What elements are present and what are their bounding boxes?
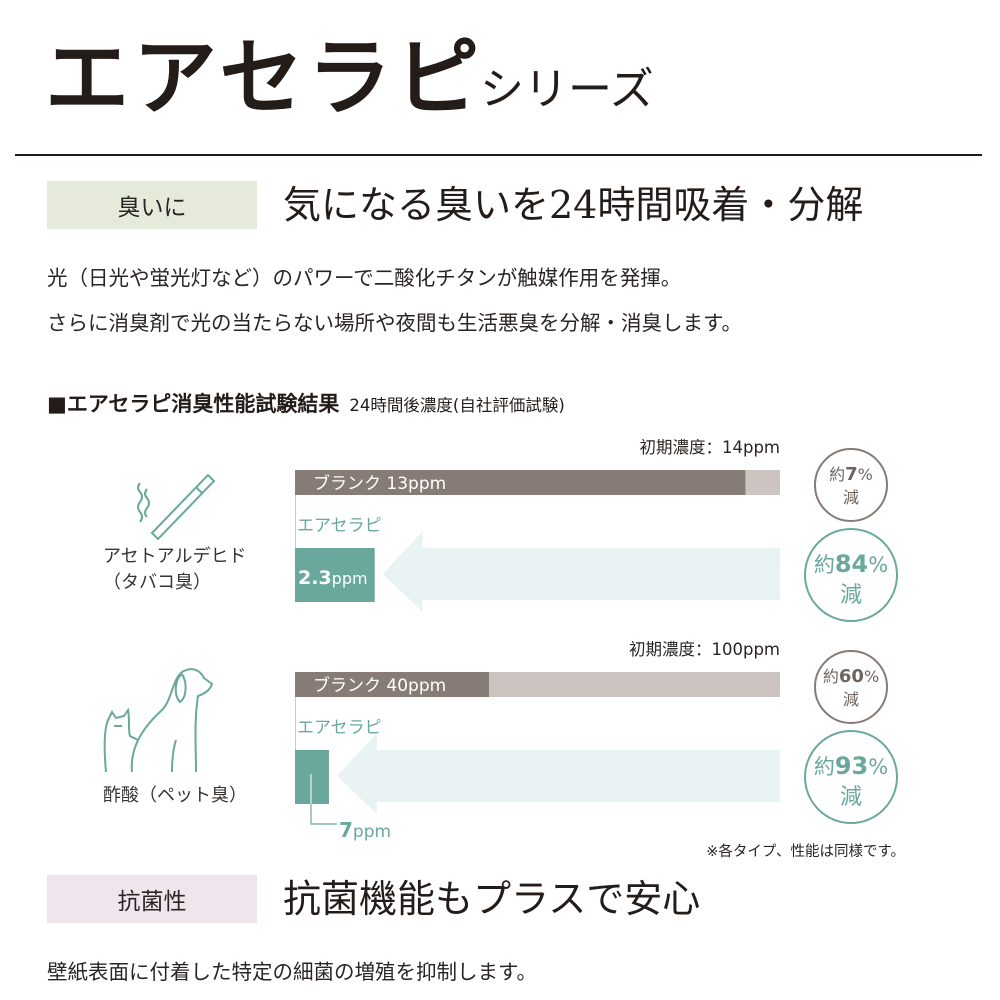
initial-concentration-label: 初期濃度：14ppm bbox=[639, 438, 780, 457]
section-heading-odor: 気になる臭いを24時間吸着・分解 bbox=[283, 183, 864, 227]
category-line: （タバコ臭） bbox=[103, 572, 211, 593]
product-reduction-text: 約93% bbox=[814, 752, 888, 780]
blank-reduction-circle bbox=[814, 448, 888, 522]
blank-reduction-text: 約7% bbox=[829, 464, 873, 485]
blank-bar-label-part: ブランク 13ppm bbox=[313, 473, 446, 494]
section-tag-odor: 臭いに bbox=[47, 181, 257, 229]
description-line: 壁紙表面に付着した特定の細菌の増殖を抑制します。 bbox=[47, 960, 537, 984]
product-label-part: エアセラピ bbox=[297, 718, 382, 738]
product-value-label-part: 7 bbox=[339, 818, 353, 842]
blank-reduction-text: 約60% bbox=[823, 666, 879, 687]
chart-subtitle: 24時間後濃度(自社評価試験) bbox=[349, 396, 565, 415]
blank-bar bbox=[295, 672, 489, 697]
product-reduction-text-part: % bbox=[868, 553, 888, 577]
blank-reduction-suffix-part: 減 bbox=[843, 488, 859, 507]
product-bar-label-part: ppm bbox=[332, 569, 368, 588]
cigarette-icon bbox=[137, 473, 215, 540]
value-leader-line bbox=[310, 804, 337, 825]
section-heading-antibacterial: 抗菌機能もプラスで安心 bbox=[283, 877, 701, 921]
footnote: ※各タイプ、性能は同様です。 bbox=[706, 844, 905, 860]
initial-concentration-label: 初期濃度：100ppm bbox=[629, 640, 780, 659]
section-tag-antibacterial: 抗菌性 bbox=[47, 875, 257, 923]
product-reduction-text-part: % bbox=[868, 755, 888, 779]
product-bar bbox=[295, 750, 329, 804]
product-reduction-text-part: 93 bbox=[835, 752, 868, 780]
blank-bar bbox=[295, 470, 746, 495]
blank-reduction-text-part: % bbox=[864, 667, 879, 686]
reduction-arrow bbox=[382, 531, 780, 612]
product-value-label-part: ppm bbox=[353, 822, 391, 842]
blank-reduction-text-part: 60 bbox=[839, 666, 864, 687]
product-label: エアセラピ bbox=[297, 718, 382, 738]
divider bbox=[15, 154, 982, 156]
blank-reduction-circle bbox=[814, 650, 888, 724]
blank-bar-label: ブランク 40ppm bbox=[313, 675, 446, 696]
page-title: エアセラピ bbox=[45, 29, 484, 127]
chart-title: ■エアセラピ消臭性能試験結果 24時間後濃度(自社評価試験) bbox=[47, 388, 565, 418]
category-label-acetic-acid: 酢酸（ペット臭） bbox=[103, 785, 247, 806]
blank-reduction-text-part: 約 bbox=[823, 667, 839, 686]
product-bar-label: 2.3ppm bbox=[298, 567, 368, 589]
product-reduction-circle bbox=[804, 730, 898, 824]
initial-concentration-label-part: 初期濃度：14ppm bbox=[639, 438, 780, 457]
blank-reduction-suffix: 減 bbox=[843, 690, 859, 709]
blank-reduction-text-part: 7 bbox=[845, 464, 858, 485]
product-reduction-text-part: 約 bbox=[814, 553, 835, 577]
blank-reduction-text-part: % bbox=[858, 465, 873, 484]
reduction-arrow bbox=[336, 733, 780, 814]
product-reduction-suffix: 減 bbox=[840, 583, 862, 608]
category-line: アセトアルデヒド bbox=[103, 546, 247, 567]
blank-reduction-suffix: 減 bbox=[843, 488, 859, 507]
product-reduction-suffix-part: 減 bbox=[840, 583, 862, 608]
page-subtitle: シリーズ bbox=[480, 64, 654, 115]
product-reduction-text-part: 84 bbox=[835, 550, 868, 578]
blank-reduction-suffix-part: 減 bbox=[843, 690, 859, 709]
product-bar-label-part: 2.3 bbox=[298, 567, 332, 589]
category-label-acetaldehyde: アセトアルデヒド （タバコ臭） bbox=[103, 544, 246, 596]
initial-concentration-label-part: 初期濃度：100ppm bbox=[629, 640, 780, 659]
product-label: エアセラピ bbox=[297, 516, 382, 536]
blank-reduction-text-part: 約 bbox=[829, 465, 845, 484]
product-label-part: エアセラピ bbox=[297, 516, 382, 536]
chart-title-text: ■エアセラピ消臭性能試験結果 bbox=[47, 392, 340, 416]
product-reduction-circle bbox=[804, 528, 898, 622]
description-line: さらに消臭剤で光の当たらない場所や夜間も生活悪臭を分解・消臭します。 bbox=[47, 311, 742, 335]
product-reduction-suffix: 減 bbox=[840, 785, 862, 810]
blank-bar-label-part: ブランク 40ppm bbox=[313, 675, 446, 696]
product-reduction-text-part: 約 bbox=[814, 755, 835, 779]
product-bar bbox=[295, 548, 375, 602]
dog-and-cat-icon bbox=[103, 668, 214, 773]
blank-bar-label: ブランク 13ppm bbox=[313, 473, 446, 494]
product-value-label: 7ppm bbox=[339, 818, 391, 842]
product-reduction-text: 約84% bbox=[814, 550, 888, 578]
description-line: 光（日光や蛍光灯など）のパワーで二酸化チタンが触媒作用を発揮。 bbox=[47, 266, 682, 290]
product-reduction-suffix-part: 減 bbox=[840, 785, 862, 810]
